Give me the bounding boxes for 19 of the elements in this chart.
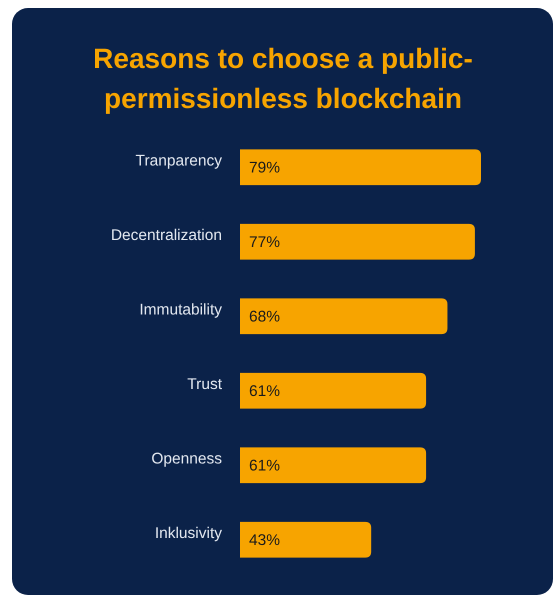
y-tick-label: Openness bbox=[151, 450, 222, 468]
bar bbox=[240, 522, 372, 558]
y-tick-label: Immutability bbox=[139, 302, 222, 319]
y-tick-label: Tranparency bbox=[136, 152, 222, 170]
bar bbox=[240, 298, 448, 334]
y-tick-label: Decentralization bbox=[110, 227, 222, 244]
bar bbox=[240, 372, 426, 409]
chart-title: Reasons to choose a public-permissionless blockchain bbox=[93, 43, 473, 114]
bar bbox=[240, 149, 481, 186]
data-label: 68% bbox=[249, 308, 280, 326]
data-label: 61% bbox=[249, 383, 280, 400]
y-tick-label: Trust bbox=[187, 376, 223, 394]
y-tick-label: Inklusivity bbox=[154, 525, 222, 542]
data-label: 43% bbox=[249, 532, 280, 550]
data-label: 79% bbox=[249, 160, 280, 177]
data-label: 61% bbox=[249, 458, 280, 475]
bar bbox=[240, 224, 475, 260]
data-label: 77% bbox=[249, 234, 280, 252]
bar bbox=[240, 447, 426, 484]
